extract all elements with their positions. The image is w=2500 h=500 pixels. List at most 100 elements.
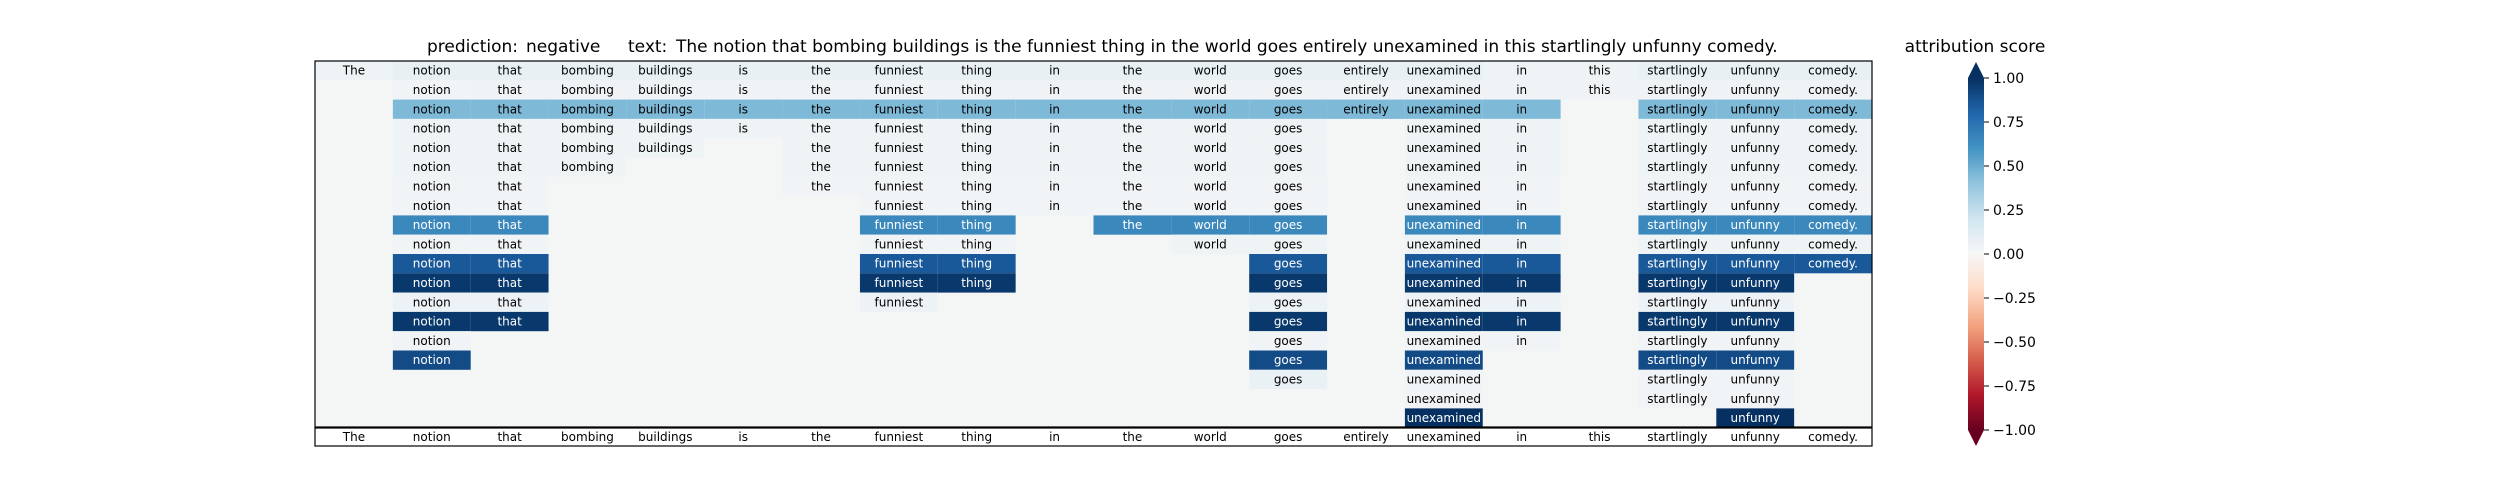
heatmap-cell-r18-c14	[1404, 408, 1483, 428]
heatmap-cell-r1-c14	[1404, 80, 1483, 100]
heatmap-cell-r6-c10	[1093, 176, 1172, 197]
heatmap-cell-r8-c17	[1638, 215, 1717, 235]
heatmap-cell-label-r1-c11: world	[1194, 83, 1227, 97]
heatmap-cell-label-r5-c15: in	[1516, 160, 1527, 174]
heatmap-cell-label-r4-c12: goes	[1274, 141, 1303, 155]
heatmap-cell-r8-c11	[1171, 215, 1250, 235]
heatmap-cell-r0-c1	[392, 61, 471, 81]
colorbar-tick-label-5: −0.25	[1993, 291, 2036, 307]
bottom-token-14: unexamined	[1407, 430, 1481, 444]
heatmap-cell-label-r7-c12: goes	[1274, 199, 1303, 213]
heatmap-cell-label-r6-c10: the	[1123, 179, 1143, 193]
heatmap-cell-label-r8-c11: world	[1194, 218, 1227, 232]
heatmap-cell-r2-c14	[1404, 99, 1483, 119]
bottom-token-13: entirely	[1343, 430, 1389, 444]
heatmap-cell-r5-c3	[548, 157, 627, 177]
heatmap-cell-r3-c15	[1482, 118, 1561, 139]
heatmap-cell-label-r8-c7: funniest	[875, 218, 924, 232]
heatmap-cell-label-r3-c5: is	[738, 122, 748, 136]
heatmap-cell-label-r1-c9: in	[1049, 83, 1060, 97]
heatmap-cell-r11-c14	[1404, 273, 1483, 293]
heatmap-cell-label-r7-c7: funniest	[875, 199, 924, 213]
heatmap-cell-label-r4-c2: that	[497, 141, 522, 155]
bottom-token-12: goes	[1274, 430, 1303, 444]
heatmap-cell-label-r0-c10: the	[1123, 64, 1143, 78]
heatmap-cell-r6-c12	[1249, 176, 1328, 197]
heatmap-cell-r14-c12	[1249, 331, 1328, 351]
colorbar-bar	[1968, 78, 1984, 430]
prediction-value: negative	[526, 37, 600, 57]
heatmap-cell-r2-c6	[782, 99, 860, 119]
heatmap-cell-r6-c6	[782, 176, 860, 197]
text-label: text:	[628, 37, 667, 57]
heatmap-cell-r11-c8	[937, 273, 1016, 293]
heatmap-cell-label-r1-c8: thing	[961, 83, 992, 97]
heatmap-cell-r13-c17	[1638, 311, 1717, 332]
heatmap-cell-r13-c12	[1249, 311, 1328, 332]
heatmap-cell-r12-c14	[1404, 292, 1483, 312]
heatmap-cell-label-r2-c2: that	[497, 102, 522, 116]
bottom-token-17: startlingly	[1647, 430, 1707, 444]
colorbar-tick-label-2: 0.50	[1993, 159, 2024, 175]
heatmap-cell-r8-c18	[1716, 215, 1795, 235]
heatmap-cell-r6-c7	[859, 176, 938, 197]
heatmap-cell-label-r12-c17: startlingly	[1647, 295, 1707, 309]
bottom-token-15: in	[1516, 430, 1527, 444]
heatmap-cell-label-r16-c12: goes	[1274, 372, 1303, 386]
heatmap-cell-label-r3-c2: that	[497, 122, 522, 136]
heatmap-cell-r3-c12	[1249, 118, 1328, 139]
heatmap-cell-r3-c11	[1171, 118, 1250, 139]
heatmap-cell-label-r9-c1: notion	[413, 237, 451, 251]
heatmap-cell-r7-c18	[1716, 196, 1795, 216]
heatmap-cell-r4-c8	[937, 138, 1016, 158]
heatmap-cell-r0-c17	[1638, 61, 1717, 81]
heatmap-cell-label-r13-c1: notion	[413, 315, 451, 329]
heatmap-cell-r1-c8	[937, 80, 1016, 100]
heatmap-cell-label-r2-c14: unexamined	[1407, 102, 1481, 116]
heatmap-cell-label-r5-c12: goes	[1274, 160, 1303, 174]
heatmap-cell-r3-c14	[1404, 118, 1483, 139]
heatmap-cell-r11-c2	[470, 273, 549, 293]
heatmap-cell-r1-c19	[1794, 80, 1872, 100]
heatmap-cell-r9-c15	[1482, 234, 1561, 254]
heatmap-cell-label-r15-c1: notion	[413, 353, 451, 367]
heatmap-cell-r14-c15	[1482, 331, 1561, 351]
heatmap-cell-label-r5-c3: bombing	[561, 160, 614, 174]
heatmap-cell-r2-c18	[1716, 99, 1795, 119]
heatmap-cell-r1-c7	[859, 80, 938, 100]
heatmap-cell-r2-c4	[626, 99, 705, 119]
heatmap-cell-r0-c5	[704, 61, 783, 81]
bottom-token-18: unfunny	[1731, 430, 1780, 444]
heatmap-cell-label-r6-c6: the	[811, 179, 831, 193]
heatmap-cell-r7-c12	[1249, 196, 1328, 216]
heatmap-cell-label-r0-c19: comedy.	[1808, 64, 1858, 78]
heatmap-cell-r7-c8	[937, 196, 1016, 216]
heatmap-cell-label-r11-c17: startlingly	[1647, 276, 1707, 290]
heatmap-cell-label-r7-c11: world	[1194, 199, 1227, 213]
heatmap-cell-r5-c6	[782, 157, 860, 177]
heatmap-cell-r6-c2	[470, 176, 549, 197]
heatmap-cell-r5-c2	[470, 157, 549, 177]
heatmap-cell-r1-c5	[704, 80, 783, 100]
heatmap-cell-label-r10-c12: goes	[1274, 257, 1303, 271]
heatmap-cell-label-r0-c1: notion	[413, 64, 451, 78]
heatmap-cell-label-r0-c17: startlingly	[1647, 64, 1707, 78]
heatmap-cell-label-r3-c1: notion	[413, 122, 451, 136]
heatmap-cell-r0-c4	[626, 61, 705, 81]
heatmap-cell-r5-c7	[859, 157, 938, 177]
heatmap-cell-r8-c19	[1794, 215, 1872, 235]
heatmap-cell-label-r17-c14: unexamined	[1407, 392, 1481, 406]
bottom-token-2: that	[497, 430, 522, 444]
heatmap-cell-r6-c14	[1404, 176, 1483, 197]
heatmap-cell-r1-c4	[626, 80, 705, 100]
heatmap-cell-r7-c14	[1404, 196, 1483, 216]
heatmap-cell-label-r2-c7: funniest	[875, 102, 924, 116]
heatmap-cell-r4-c4	[626, 138, 705, 158]
heatmap-cell-r9-c11	[1171, 234, 1250, 254]
heatmap-cell-r4-c12	[1249, 138, 1328, 158]
heatmap-cell-label-r2-c18: unfunny	[1731, 102, 1780, 116]
heatmap-cell-label-r8-c1: notion	[413, 218, 451, 232]
heatmap-cell-r10-c19	[1794, 254, 1872, 274]
heatmap-cell-r9-c14	[1404, 234, 1483, 254]
heatmap-cell-r15-c1	[392, 350, 471, 370]
